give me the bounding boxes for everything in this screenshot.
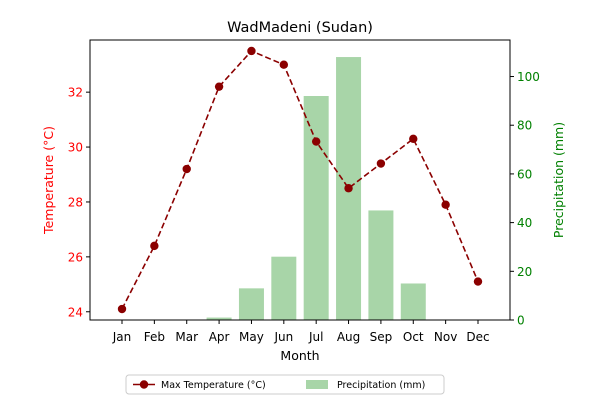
legend-frame — [125, 374, 445, 395]
temperature-series-line — [121, 50, 479, 310]
left-y-axis-label: Temperature (°C) — [41, 126, 56, 235]
right-y-tick-label: 40 — [517, 216, 532, 230]
x-tick-label: Jan — [112, 330, 132, 344]
precipitation-bar — [271, 256, 297, 320]
precipitation-bar — [303, 96, 329, 320]
left-y-tick-label: 28 — [68, 195, 83, 209]
x-tick-label: Feb — [144, 330, 165, 344]
precipitation-bar — [206, 317, 232, 320]
x-tick-label: Jun — [273, 330, 293, 344]
x-tick-label: Sep — [370, 330, 393, 344]
x-tick-label: Jul — [308, 330, 323, 344]
legend-label-precipitation: Precipitation (mm) — [337, 380, 425, 391]
precipitation-bars — [206, 57, 426, 320]
right-y-tick-label: 0 — [517, 314, 525, 328]
right-y-tick-label: 20 — [517, 265, 532, 279]
chart-title: WadMadeni (Sudan) — [227, 20, 373, 36]
precipitation-bar — [238, 288, 264, 320]
temperature-point — [311, 137, 321, 146]
left-y-axis: 24 26 28 30 32 — [68, 86, 90, 319]
x-tick-label: Apr — [209, 330, 230, 344]
legend-bar-swatch — [306, 380, 328, 389]
x-tick-label: May — [239, 330, 264, 344]
x-axis: Jan Feb Mar Apr May Jun Jul Aug Sep Oct Nov Dec — [112, 320, 490, 344]
temperature-line — [117, 46, 483, 314]
legend: Max Temperature (°C) Precipitation (mm) — [125, 374, 445, 395]
temperature-point — [117, 304, 127, 314]
temperature-point — [182, 164, 191, 174]
temperature-point — [247, 46, 256, 56]
right-y-axis-label: Precipitation (mm) — [551, 122, 566, 238]
left-y-tick-label: 30 — [68, 141, 83, 155]
temperature-point — [376, 159, 386, 168]
plot-frame — [89, 39, 511, 321]
x-tick-label: Mar — [175, 330, 198, 344]
left-y-tick-label: 26 — [68, 250, 83, 264]
temperature-point — [214, 82, 224, 91]
right-y-tick-label: 100 — [517, 70, 540, 84]
temperature-point — [344, 184, 353, 193]
legend-label-temperature: Max Temperature (°C) — [161, 380, 266, 391]
x-tick-label: Oct — [403, 330, 424, 344]
legend-line-marker — [139, 380, 149, 389]
x-tick-label: Aug — [337, 330, 360, 344]
right-y-tick-label: 60 — [517, 167, 532, 181]
temperature-point — [409, 134, 418, 144]
right-y-axis: 0 20 40 60 80 100 — [510, 70, 540, 328]
temperature-point — [150, 241, 159, 251]
x-axis-label: Month — [280, 348, 319, 363]
temperature-point — [279, 60, 289, 69]
left-y-tick-label: 24 — [68, 305, 83, 319]
precipitation-bar — [400, 283, 426, 320]
precipitation-bar — [368, 210, 394, 320]
right-y-tick-label: 80 — [517, 119, 532, 133]
temperature-point — [441, 200, 450, 209]
temperature-point — [473, 277, 483, 286]
x-tick-label: Dec — [466, 330, 489, 344]
left-y-tick-label: 32 — [68, 86, 83, 100]
x-tick-label: Nov — [434, 330, 457, 344]
